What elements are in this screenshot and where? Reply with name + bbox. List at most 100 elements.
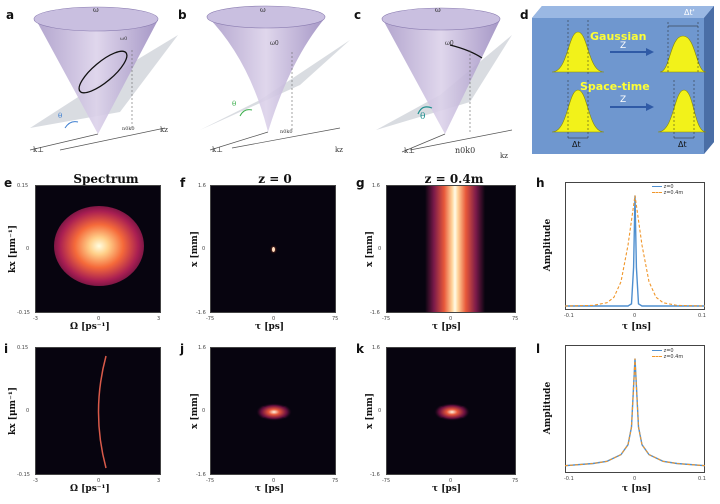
panel-label-h: h (536, 176, 545, 190)
f-xtick-right: 75 (332, 316, 339, 322)
h-xlabel: τ [ns] (622, 322, 652, 332)
i-ytick-mid: 0 (26, 408, 30, 414)
j-xlabel: τ [ps] (255, 484, 285, 494)
panel-label-i: i (4, 342, 9, 356)
g-ytick-mid: 0 (378, 246, 382, 252)
cone-rim-c (381, 7, 501, 31)
h-series-z04 (564, 195, 706, 307)
k-ylabel: x [mm] (365, 392, 375, 430)
h-xtick-right: 0.1 (698, 313, 706, 319)
panel-label-j: j (180, 342, 185, 356)
kperp-axis-b (209, 131, 269, 151)
omega0-label-b: ω0 (270, 40, 279, 47)
kz-axis-c (409, 129, 513, 151)
n0k0-label-a: n0k0 (122, 126, 135, 132)
kperp-axis-a (29, 133, 99, 151)
j-ytick-mid: 0 (202, 408, 206, 414)
cone-b (200, 5, 350, 151)
legend-h-z0-label: z=0 (663, 184, 674, 190)
g-ylabel: x [mm] (365, 230, 375, 268)
schematic-box (532, 6, 714, 154)
e-xtick-left: -3 (33, 316, 38, 322)
j-xtick-left: -75 (206, 478, 215, 484)
cone-rim-b (206, 5, 326, 29)
cone-rim-a (33, 6, 159, 32)
dt-prime-label: Δt' (684, 8, 695, 17)
e-xtick-mid: 0 (97, 316, 101, 322)
j-ytick-top: 1.6 (198, 345, 206, 351)
gaussian-label: Gaussian (590, 30, 647, 43)
omega-label-b: ω (260, 6, 266, 14)
n0k0-label-b: n0k0 (280, 129, 293, 135)
heatmap-k (386, 347, 516, 475)
legend-h-z04-label: z=0.4m (663, 190, 684, 196)
line-chart-l (564, 358, 706, 467)
k-xtick-left: -75 (382, 478, 391, 484)
kz-label-c: kz (500, 152, 508, 160)
i-ylabel: kx [μm⁻¹] (8, 386, 18, 436)
i-xtick-mid: 0 (97, 478, 101, 484)
pulse-top-right (659, 35, 707, 73)
legend-h-z04: z=0.4m (652, 190, 683, 196)
f-xlabel: τ [ps] (255, 322, 285, 332)
g-xtick-left: -75 (382, 316, 391, 322)
e-ytick-bot: -0.15 (17, 310, 30, 316)
f-xtick-mid: 0 (272, 316, 276, 322)
h-ylabel: Amplitude (543, 218, 553, 272)
i-ytick-bot: -0.15 (17, 472, 30, 478)
omega0-label-a: ω0 (120, 36, 128, 42)
g-ytick-top: 1.6 (372, 183, 380, 189)
i-xlabel: Ω [ps⁻¹] (70, 484, 110, 494)
heatmap-i (35, 347, 161, 475)
kperp-axis-c (401, 133, 446, 153)
l-xtick-mid: 0 (633, 476, 637, 482)
h-xtick-mid: 0 (633, 313, 637, 319)
intersection-curve-c (449, 44, 483, 59)
cone-a (29, 6, 178, 151)
theta-label-b: θ (232, 100, 237, 108)
dt-right-label: Δt (678, 140, 687, 149)
theta-arc-c (417, 106, 433, 115)
panel-label-g: g (356, 176, 365, 190)
e-xlabel: Ω [ps⁻¹] (70, 322, 110, 332)
title-z04: z = 0.4m (424, 172, 484, 186)
z-label-top: Z (620, 41, 627, 51)
legend-l-z04: z=0.4m (652, 354, 683, 360)
legend-l-z0-label: z=0 (663, 348, 674, 354)
legend-l: z=0 z=0.4m (652, 348, 683, 360)
omega-label-c: ω (435, 6, 441, 14)
cone-surface-c (382, 11, 500, 134)
g-ytick-bot: -1.6 (370, 310, 380, 316)
f-ylabel: x [mm] (190, 230, 200, 268)
j-xtick-mid: 0 (272, 478, 276, 484)
omega0-label-c: ω0 (445, 40, 454, 47)
e-ytick-mid: 0 (26, 246, 30, 252)
kz-axis-a (59, 127, 166, 151)
kperp-label-c: k⊥ (404, 147, 415, 155)
kperp-label-a: k⊥ (33, 146, 44, 154)
legend-l-z04-label: z=0.4m (663, 354, 684, 360)
legend-h-z0: z=0 (652, 184, 683, 190)
cone-c (376, 7, 513, 153)
heatmap-e (35, 185, 161, 313)
l-xlabel: τ [ns] (622, 484, 652, 494)
k-xlabel: τ [ps] (432, 484, 462, 494)
intersection-ellipse-a (78, 50, 128, 94)
panel-label-e: e (4, 176, 13, 190)
l-ylabel: Amplitude (543, 381, 553, 435)
kperp-label-b: k⊥ (212, 146, 223, 154)
e-xtick-right: 3 (157, 316, 161, 322)
dt-left-label: Δt (572, 140, 581, 149)
k-ytick-mid: 0 (378, 408, 382, 414)
l-series-z0 (564, 358, 706, 467)
l-xtick-right: 0.1 (698, 476, 706, 482)
k-xtick-mid: 0 (449, 478, 453, 484)
theta-arc-a (64, 121, 79, 129)
l-series-z04 (564, 358, 706, 467)
cone-surface-b (207, 9, 325, 132)
e-ylabel: kx [μm⁻¹] (8, 224, 18, 274)
h-series-z0 (565, 195, 705, 307)
cone-diagrams (29, 5, 513, 153)
heatmap-j (210, 347, 336, 475)
g-xlabel: τ [ps] (432, 322, 462, 332)
